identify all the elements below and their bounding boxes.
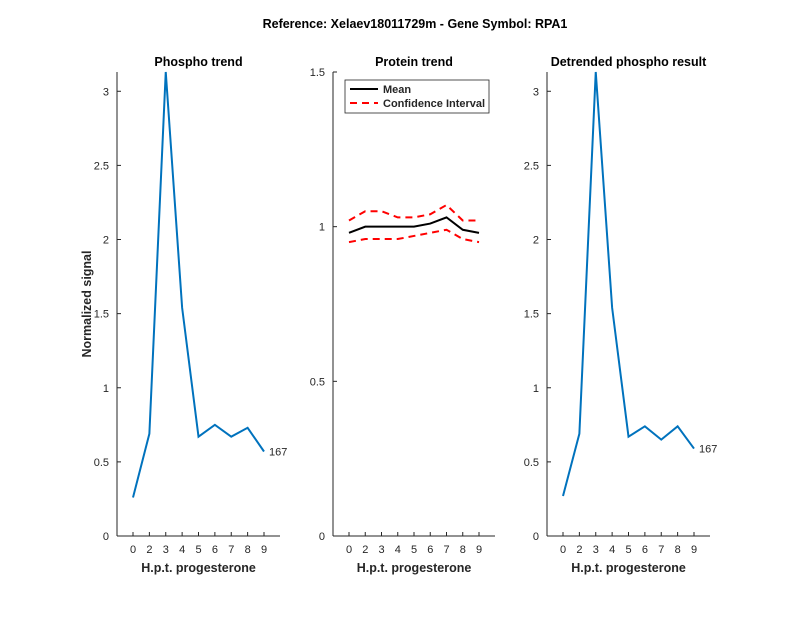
y-tick-label: 1.5	[94, 309, 109, 321]
x-tick-label: 0	[560, 544, 566, 556]
x-tick-label: 3	[163, 544, 169, 556]
x-tick-label: 3	[378, 544, 384, 556]
x-tick-label: 7	[658, 544, 664, 556]
x-tick-label: 9	[476, 544, 482, 556]
x-tick-label: 9	[261, 544, 267, 556]
series-line-2	[348, 203, 479, 222]
y-tick-label: 2.5	[524, 160, 539, 172]
legend-label: Mean	[383, 84, 411, 96]
x-tick-label: 5	[195, 544, 201, 556]
y-tick-label: 1.5	[524, 309, 539, 321]
x-tick-label: 4	[609, 544, 615, 556]
y-tick-label: 1	[533, 383, 539, 395]
x-tick-label: 2	[362, 544, 368, 556]
series-line-1	[132, 71, 265, 498]
y-tick-label: 0.5	[94, 457, 109, 469]
x-tick-label: 8	[675, 544, 681, 556]
y-tick-label: 0	[533, 531, 539, 543]
y-tick-label: 2	[533, 235, 539, 247]
subplot-title: Phospho trend	[154, 55, 242, 69]
y-tick-label: 1	[103, 383, 109, 395]
x-tick-label: 8	[460, 544, 466, 556]
y-tick-label: 0.5	[524, 457, 539, 469]
y-axis-label: Normalized signal	[80, 251, 94, 358]
y-tick-label: 3	[533, 86, 539, 98]
x-tick-label: 9	[691, 544, 697, 556]
x-tick-label: 5	[411, 544, 417, 556]
point-annotation: 167	[269, 447, 287, 459]
y-tick-label: 0	[319, 531, 325, 543]
y-tick-label: 2.5	[94, 160, 109, 172]
point-annotation: 167	[699, 444, 717, 456]
y-tick-label: 0.5	[310, 376, 325, 388]
series-line-1	[562, 71, 695, 497]
y-tick-label: 0	[103, 531, 109, 543]
x-tick-label: 6	[642, 544, 648, 556]
x-tick-label: 5	[625, 544, 631, 556]
subplot-title: Protein trend	[375, 55, 453, 69]
y-tick-label: 3	[103, 86, 109, 98]
x-tick-label: 2	[146, 544, 152, 556]
x-tick-label: 3	[593, 544, 599, 556]
x-tick-label: 4	[179, 544, 185, 556]
x-tick-label: 6	[212, 544, 218, 556]
legend: Mean Confidence Interval	[344, 79, 490, 114]
y-tick-label: 1	[319, 222, 325, 234]
x-tick-label: 8	[245, 544, 251, 556]
x-tick-label: 7	[228, 544, 234, 556]
x-tick-label: 4	[395, 544, 401, 556]
subplot-title: Detrended phospho result	[551, 55, 707, 69]
x-axis-label: H.p.t. progesterone	[141, 561, 256, 575]
x-tick-label: 7	[443, 544, 449, 556]
x-tick-label: 0	[346, 544, 352, 556]
y-tick-label: 1.5	[310, 67, 325, 79]
x-tick-label: 2	[576, 544, 582, 556]
x-tick-label: 0	[130, 544, 136, 556]
x-tick-label: 6	[427, 544, 433, 556]
x-axis-label: H.p.t. progesterone	[357, 561, 472, 575]
legend-label: Confidence Interval	[383, 98, 485, 110]
x-axis-label: H.p.t. progesterone	[571, 561, 686, 575]
y-tick-label: 2	[103, 235, 109, 247]
series-line-1	[348, 216, 480, 234]
figure-title: Reference: Xelaev18011729m - Gene Symbol…	[263, 17, 568, 31]
